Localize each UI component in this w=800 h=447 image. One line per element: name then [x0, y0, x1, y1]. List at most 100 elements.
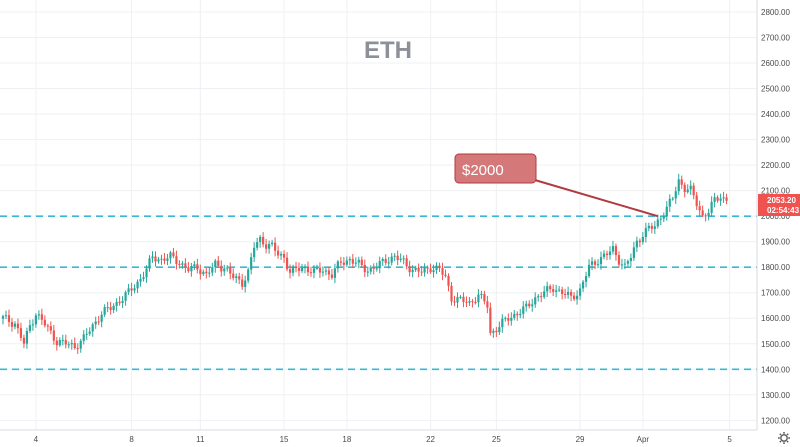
candle[interactable] — [10, 318, 14, 332]
candle[interactable] — [321, 266, 325, 277]
candle[interactable] — [151, 251, 154, 263]
candle[interactable] — [31, 319, 34, 331]
candle[interactable] — [214, 258, 217, 273]
candle[interactable] — [76, 343, 79, 354]
candle[interactable] — [549, 284, 552, 293]
candle[interactable] — [79, 338, 82, 353]
candle[interactable] — [318, 262, 322, 278]
candle[interactable] — [384, 254, 387, 266]
candle[interactable] — [575, 290, 579, 305]
candle[interactable] — [620, 258, 624, 270]
candle[interactable] — [453, 295, 456, 307]
candle[interactable] — [184, 258, 187, 273]
candle[interactable] — [480, 290, 483, 300]
candle[interactable] — [492, 328, 495, 338]
candle[interactable] — [61, 334, 64, 346]
candle[interactable] — [351, 253, 354, 269]
candle[interactable] — [668, 194, 671, 212]
candle[interactable] — [665, 201, 668, 221]
candle[interactable] — [638, 238, 641, 248]
candle[interactable] — [507, 313, 510, 326]
candle[interactable] — [34, 313, 37, 328]
candle[interactable] — [64, 334, 67, 349]
candle[interactable] — [423, 263, 426, 277]
candle[interactable] — [58, 337, 61, 347]
candle[interactable] — [692, 182, 695, 200]
candle[interactable] — [596, 259, 600, 269]
candle[interactable] — [85, 328, 88, 340]
candle[interactable] — [489, 302, 492, 336]
candle[interactable] — [271, 239, 274, 247]
candle[interactable] — [291, 264, 295, 277]
candle[interactable] — [43, 315, 46, 328]
candle[interactable] — [417, 263, 420, 278]
candle[interactable] — [578, 283, 582, 300]
candle[interactable] — [644, 222, 647, 243]
candle[interactable] — [659, 216, 662, 226]
candle[interactable] — [671, 196, 674, 201]
candle[interactable] — [375, 262, 378, 272]
candle[interactable] — [602, 250, 606, 260]
candle[interactable] — [294, 261, 298, 273]
candle[interactable] — [262, 232, 265, 248]
candle[interactable] — [208, 266, 211, 278]
candle[interactable] — [115, 298, 118, 312]
candle[interactable] — [100, 311, 103, 328]
candle[interactable] — [154, 251, 157, 267]
candle[interactable] — [632, 241, 635, 261]
candle[interactable] — [584, 271, 588, 288]
candle[interactable] — [725, 193, 728, 205]
candle[interactable] — [366, 266, 369, 277]
candle[interactable] — [253, 242, 256, 263]
candle[interactable] — [614, 243, 618, 261]
candle[interactable] — [650, 222, 653, 234]
candle[interactable] — [73, 337, 76, 350]
candle[interactable] — [226, 265, 229, 272]
candle[interactable] — [686, 184, 689, 194]
candle[interactable] — [121, 296, 124, 309]
candle[interactable] — [19, 322, 23, 341]
candle[interactable] — [471, 298, 474, 308]
candle[interactable] — [336, 259, 339, 273]
callout-box[interactable] — [454, 153, 537, 184]
candle[interactable] — [282, 250, 286, 263]
candle[interactable] — [166, 253, 169, 266]
candle[interactable] — [519, 308, 522, 319]
candle[interactable] — [680, 175, 683, 189]
candle[interactable] — [303, 264, 307, 274]
candle[interactable] — [244, 275, 247, 293]
candle[interactable] — [333, 263, 336, 284]
candle[interactable] — [510, 312, 513, 326]
candle[interactable] — [441, 262, 444, 281]
candle[interactable] — [522, 301, 525, 319]
candle[interactable] — [653, 220, 656, 234]
candle[interactable] — [647, 222, 650, 232]
candle[interactable] — [581, 279, 585, 293]
candle[interactable] — [516, 311, 519, 321]
candle[interactable] — [498, 321, 501, 336]
candle[interactable] — [447, 273, 450, 292]
candle[interactable] — [187, 262, 190, 273]
candle[interactable] — [456, 292, 459, 309]
candle[interactable] — [172, 247, 175, 259]
candle[interactable] — [572, 292, 576, 302]
candle[interactable] — [567, 286, 570, 299]
candle[interactable] — [130, 282, 133, 297]
candle[interactable] — [713, 192, 716, 208]
candle[interactable] — [175, 250, 178, 270]
candle[interactable] — [698, 200, 701, 216]
candle[interactable] — [142, 271, 145, 282]
candle[interactable] — [552, 284, 555, 296]
candle[interactable] — [495, 326, 498, 337]
candle[interactable] — [504, 316, 507, 322]
candle[interactable] — [393, 253, 396, 262]
candle[interactable] — [288, 264, 292, 279]
candle[interactable] — [414, 265, 417, 272]
candle[interactable] — [49, 321, 52, 335]
candle[interactable] — [82, 330, 85, 345]
candle[interactable] — [357, 256, 360, 269]
candle[interactable] — [306, 261, 310, 277]
candle[interactable] — [534, 292, 537, 308]
candle[interactable] — [181, 260, 184, 269]
candle[interactable] — [695, 191, 698, 211]
